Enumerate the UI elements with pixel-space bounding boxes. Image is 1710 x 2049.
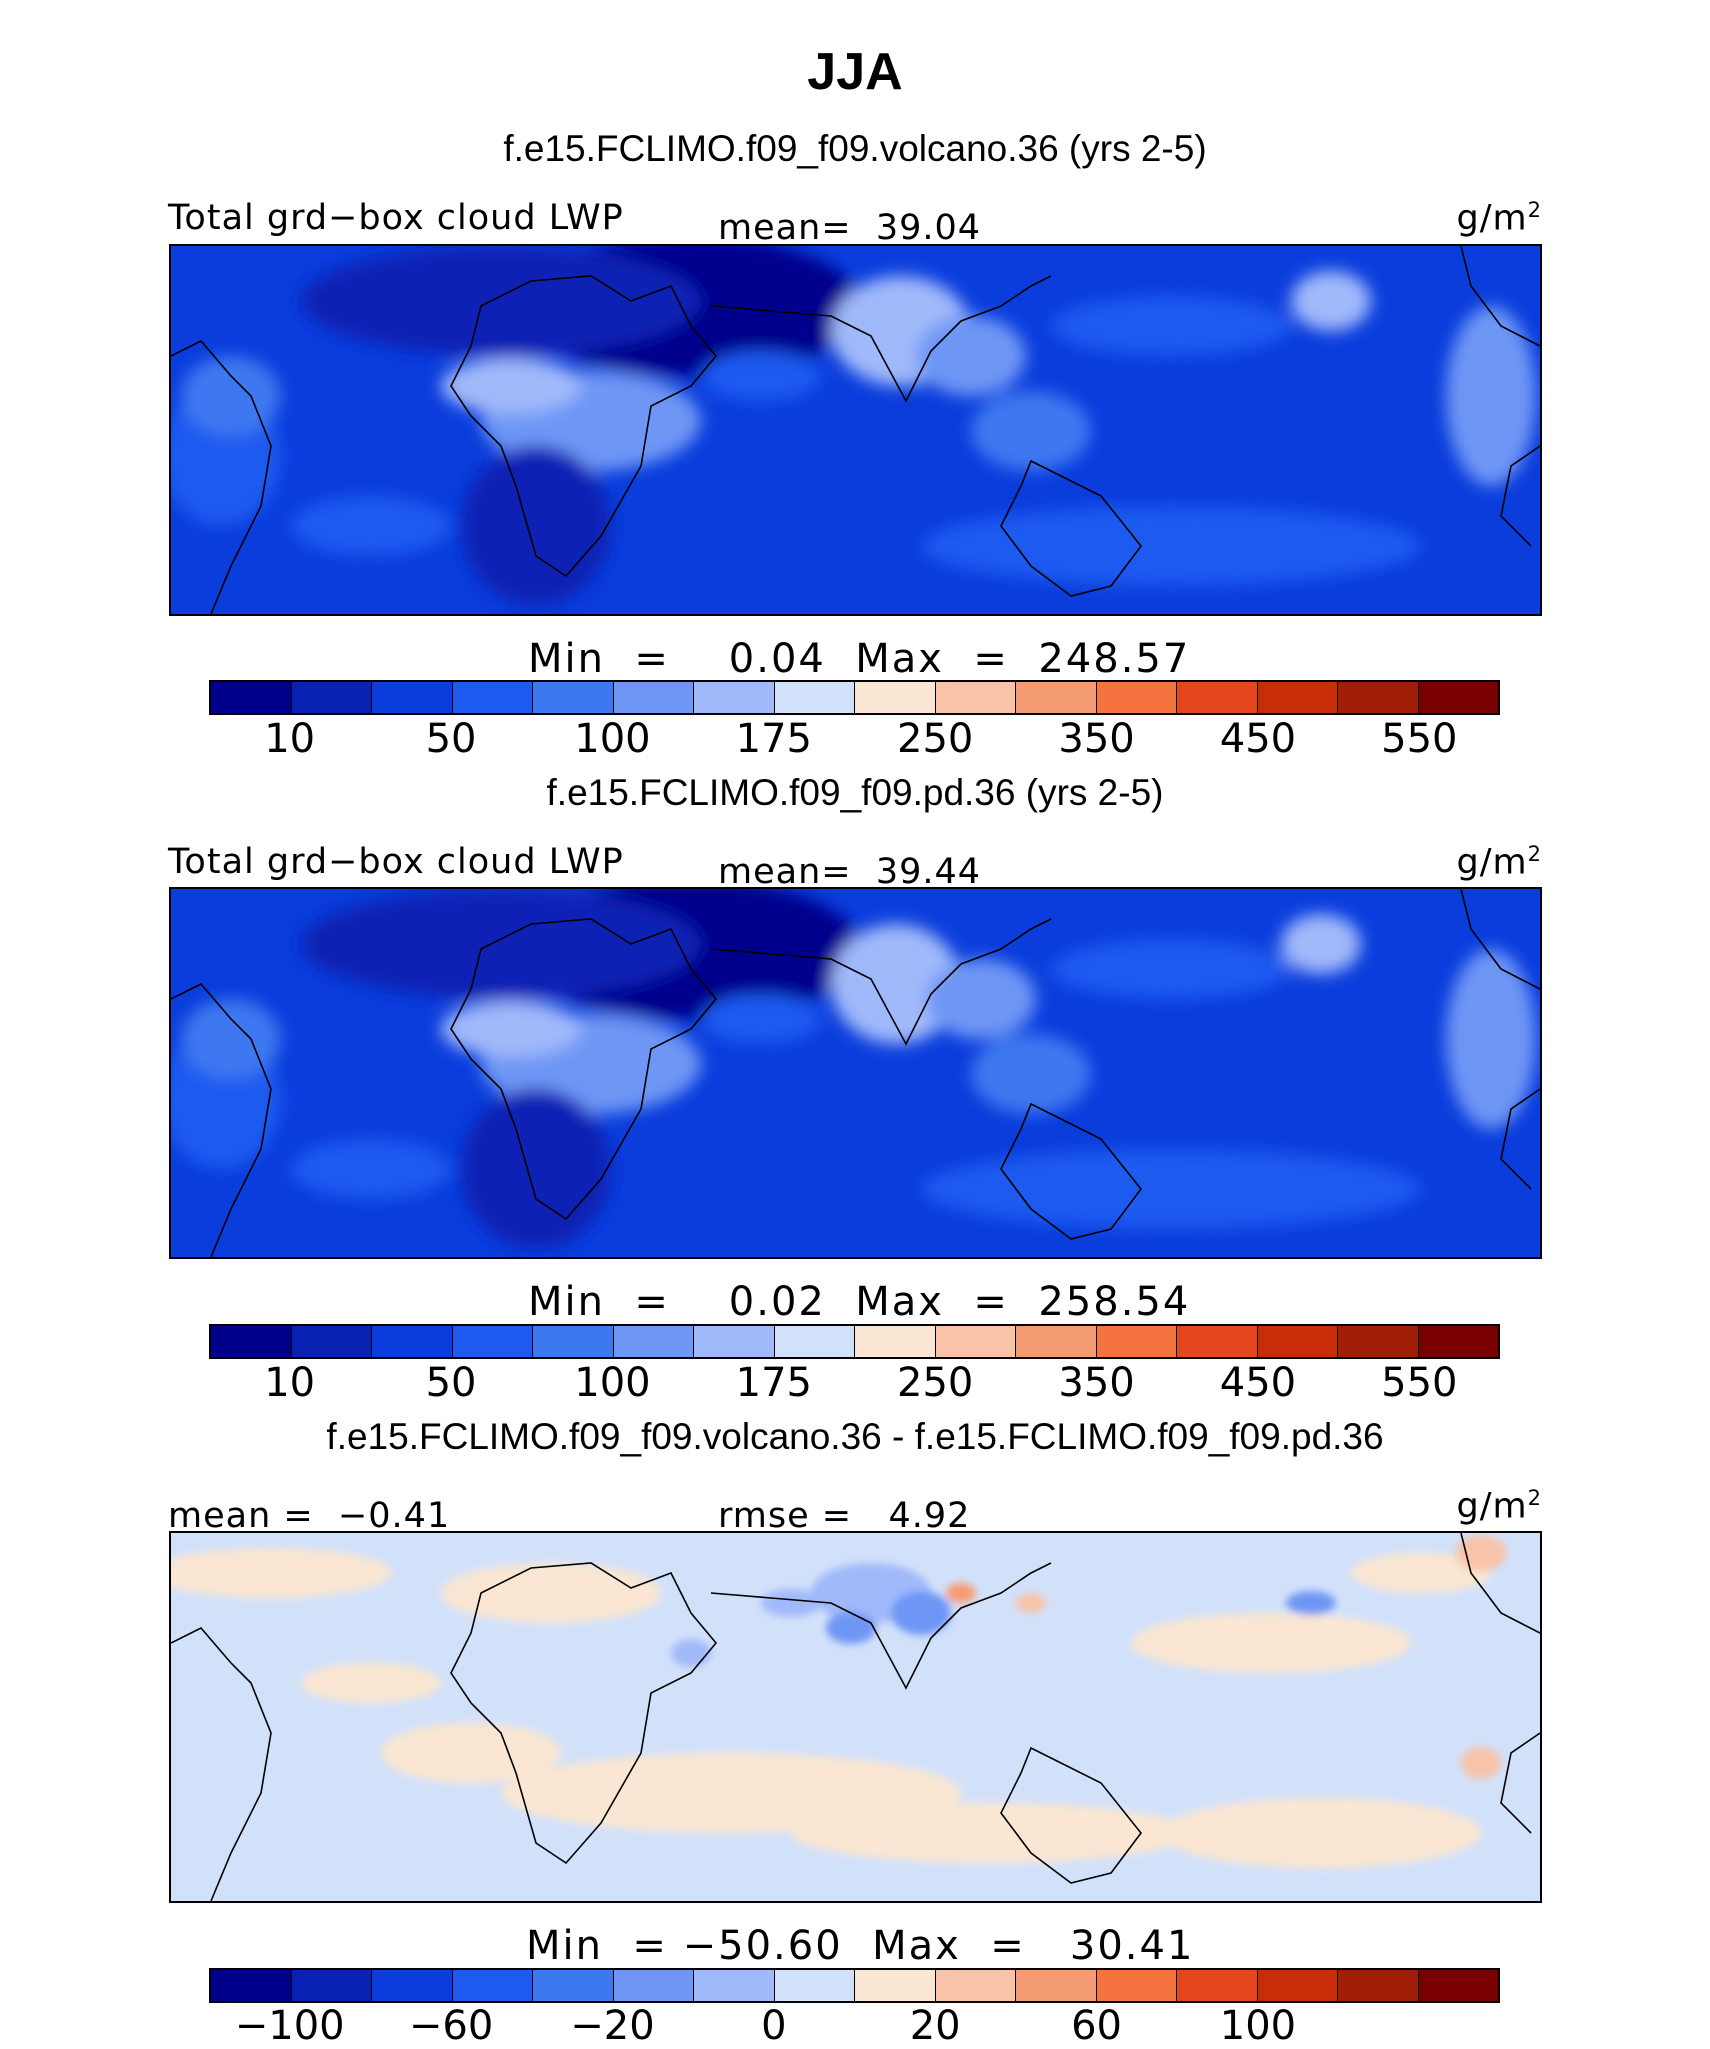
colorbar-segment	[291, 1326, 372, 1357]
colorbar-tick-label: 100	[1219, 2003, 1297, 2049]
colorbar-tick-label: −100	[234, 2003, 345, 2049]
panel-1-variable-label: Total grd−box cloud LWP	[168, 198, 624, 238]
colorbar-tick-label: 10	[264, 1360, 316, 1406]
colorbar-segment	[1418, 682, 1498, 713]
colorbar-segment	[372, 682, 453, 713]
colorbar-segment	[935, 1970, 1016, 2001]
panel-3-colorbar	[209, 1968, 1500, 2003]
colorbar-tick-label: 100	[574, 1360, 651, 1406]
colorbar-segment	[452, 1970, 533, 2001]
colorbar-segment	[1338, 1326, 1419, 1357]
panel-3-map-field	[171, 1533, 1540, 1901]
colorbar-segment	[613, 1970, 694, 2001]
colorbar-segment	[372, 1326, 453, 1357]
panel-1-units: g/m2	[1456, 198, 1542, 239]
colorbar-segment	[694, 1970, 775, 2001]
panel-2-units: g/m2	[1456, 842, 1542, 883]
colorbar-segment	[291, 1970, 372, 2001]
colorbar-segment	[1016, 682, 1097, 713]
colorbar-segment	[613, 1326, 694, 1357]
colorbar-segment	[935, 1326, 1016, 1357]
colorbar-tick-label: −20	[570, 2003, 655, 2049]
colorbar-segment	[1418, 1326, 1498, 1357]
colorbar-segment	[1418, 1970, 1498, 2001]
colorbar-segment	[291, 682, 372, 713]
panel-1-map-field	[171, 246, 1540, 614]
colorbar-tick-label: 50	[425, 1360, 477, 1406]
colorbar-tick-label: 10	[264, 716, 316, 762]
colorbar-tick-label: −60	[408, 2003, 494, 2049]
colorbar-segment	[1257, 682, 1338, 713]
colorbar-segment	[211, 1326, 292, 1357]
colorbar-segment	[1257, 1326, 1338, 1357]
colorbar-segment	[1257, 1970, 1338, 2001]
colorbar-tick-label: 175	[735, 1360, 812, 1406]
colorbar-segment	[613, 682, 694, 713]
colorbar-segment	[1177, 1326, 1258, 1357]
panel-3-mean-label: mean = −0.41	[168, 1496, 451, 1536]
panel-2-colorbar-ticks: 10 50 100 175 250 350 450 550	[209, 1360, 1500, 1410]
colorbar-segment	[1096, 682, 1177, 713]
colorbar-segment	[1096, 1326, 1177, 1357]
colorbar-tick-label: 250	[897, 716, 974, 762]
colorbar-segment	[372, 1970, 453, 2001]
panel-2-mean-label: mean= 39.44	[718, 852, 982, 892]
panel-1-colorbar	[209, 680, 1500, 715]
panel-2-minmax: Min = 0.02 Max = 258.54	[528, 1279, 1191, 1325]
panel-2-map	[169, 887, 1542, 1259]
panel-1-subtitle: f.e15.FCLIMO.f09_f09.volcano.36 (yrs 2-5…	[503, 128, 1207, 169]
colorbar-segment	[855, 1970, 936, 2001]
colorbar-segment	[694, 682, 775, 713]
colorbar-segment	[452, 1326, 533, 1357]
panel-3-map	[169, 1531, 1542, 1903]
colorbar-tick-label: 20	[909, 2003, 961, 2049]
colorbar-segment	[533, 1326, 614, 1357]
colorbar-tick-label: 550	[1381, 1360, 1458, 1406]
colorbar-tick-label: 50	[425, 716, 477, 762]
colorbar-tick-label: 550	[1381, 716, 1458, 762]
colorbar-segment	[1177, 682, 1258, 713]
colorbar-segment	[1177, 1970, 1258, 2001]
colorbar-segment	[1016, 1970, 1097, 2001]
panel-2-colorbar	[209, 1324, 1500, 1359]
colorbar-tick-label: 450	[1219, 1360, 1297, 1406]
colorbar-segment	[774, 1970, 855, 2001]
panel-1-colorbar-ticks: 10 50 100 175 250 350 450 550	[209, 716, 1500, 766]
colorbar-segment	[935, 682, 1016, 713]
colorbar-segment	[1338, 1970, 1419, 2001]
panel-3-units: g/m2	[1456, 1486, 1542, 1527]
colorbar-segment	[1096, 1970, 1177, 2001]
colorbar-tick-label: 350	[1058, 716, 1135, 762]
colorbar-tick-label: 100	[574, 716, 651, 762]
panel-3-rmse-label: rmse = 4.92	[718, 1496, 971, 1536]
colorbar-segment	[1338, 682, 1419, 713]
colorbar-segment	[855, 682, 936, 713]
panel-2-subtitle: f.e15.FCLIMO.f09_f09.pd.36 (yrs 2-5)	[546, 772, 1164, 813]
colorbar-segment	[211, 682, 292, 713]
colorbar-segment	[533, 1970, 614, 2001]
colorbar-tick-label: 60	[1071, 2003, 1123, 2049]
colorbar-tick-label: 175	[735, 716, 812, 762]
colorbar-tick-label: 350	[1058, 1360, 1135, 1406]
figure-title: JJA	[807, 43, 903, 101]
colorbar-segment	[774, 1326, 855, 1357]
panel-3-colorbar-ticks: −100 −60 −20 0 20 60 100	[209, 2003, 1500, 2049]
colorbar-segment	[1016, 1326, 1097, 1357]
panel-1-minmax: Min = 0.04 Max = 248.57	[528, 636, 1191, 682]
colorbar-segment	[533, 682, 614, 713]
panel-3-minmax: Min = −50.60 Max = 30.41	[526, 1923, 1195, 1969]
colorbar-segment	[452, 682, 533, 713]
colorbar-segment	[855, 1326, 936, 1357]
panel-1-mean-label: mean= 39.04	[718, 208, 982, 248]
panel-1-map	[169, 244, 1542, 616]
panel-3-subtitle: f.e15.FCLIMO.f09_f09.volcano.36 - f.e15.…	[326, 1416, 1384, 1457]
colorbar-tick-label: 250	[897, 1360, 974, 1406]
panel-2-variable-label: Total grd−box cloud LWP	[168, 842, 624, 882]
colorbar-segment	[694, 1326, 775, 1357]
colorbar-segment	[774, 682, 855, 713]
panel-2-map-field	[171, 889, 1540, 1257]
colorbar-segment	[211, 1970, 292, 2001]
colorbar-tick-label: 450	[1219, 716, 1297, 762]
colorbar-tick-label: 0	[761, 2003, 787, 2049]
